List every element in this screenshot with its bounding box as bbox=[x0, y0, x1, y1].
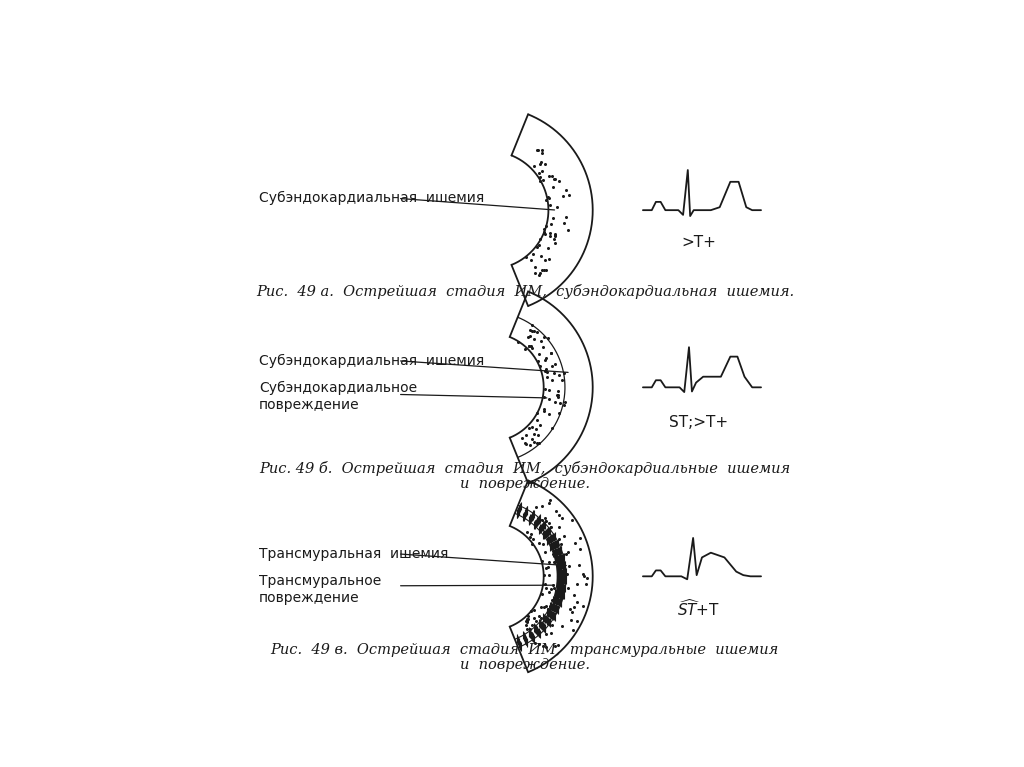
Text: и  повреждение.: и повреждение. bbox=[460, 476, 590, 491]
Text: Рис.  49 а.  Острейшая  стадия  ИМ,  субэндокардиальная  ишемия.: Рис. 49 а. Острейшая стадия ИМ, субэндок… bbox=[256, 284, 794, 299]
Text: Трансмуральное
повреждение: Трансмуральное повреждение bbox=[259, 574, 381, 605]
Text: Рис.  49 в.  Острейшая  стадия  ИМ,  трансмуральные  ишемия: Рис. 49 в. Острейшая стадия ИМ, трансмур… bbox=[270, 644, 779, 657]
Text: Трансмуральная  ишемия: Трансмуральная ишемия bbox=[259, 547, 449, 561]
Polygon shape bbox=[510, 291, 593, 483]
Polygon shape bbox=[512, 114, 593, 306]
Text: Субэндокардиальное
повреждение: Субэндокардиальное повреждение bbox=[259, 380, 417, 412]
Text: и  повреждение.: и повреждение. bbox=[460, 658, 590, 672]
Text: Субэндокардиальная  ишемия: Субэндокардиальная ишемия bbox=[259, 191, 484, 206]
Text: ST;>T+: ST;>T+ bbox=[670, 415, 729, 430]
Text: $\widehat{ST}$+T: $\widehat{ST}$+T bbox=[678, 598, 721, 619]
Text: Рис. 49 б.  Острейшая  стадия  ИМ,  субэндокардиальные  ишемия: Рис. 49 б. Острейшая стадия ИМ, субэндок… bbox=[259, 461, 791, 476]
Text: Субэндокардиальная  ишемия: Субэндокардиальная ишемия bbox=[259, 354, 484, 368]
Polygon shape bbox=[510, 480, 593, 672]
Text: >T+: >T+ bbox=[682, 235, 717, 250]
